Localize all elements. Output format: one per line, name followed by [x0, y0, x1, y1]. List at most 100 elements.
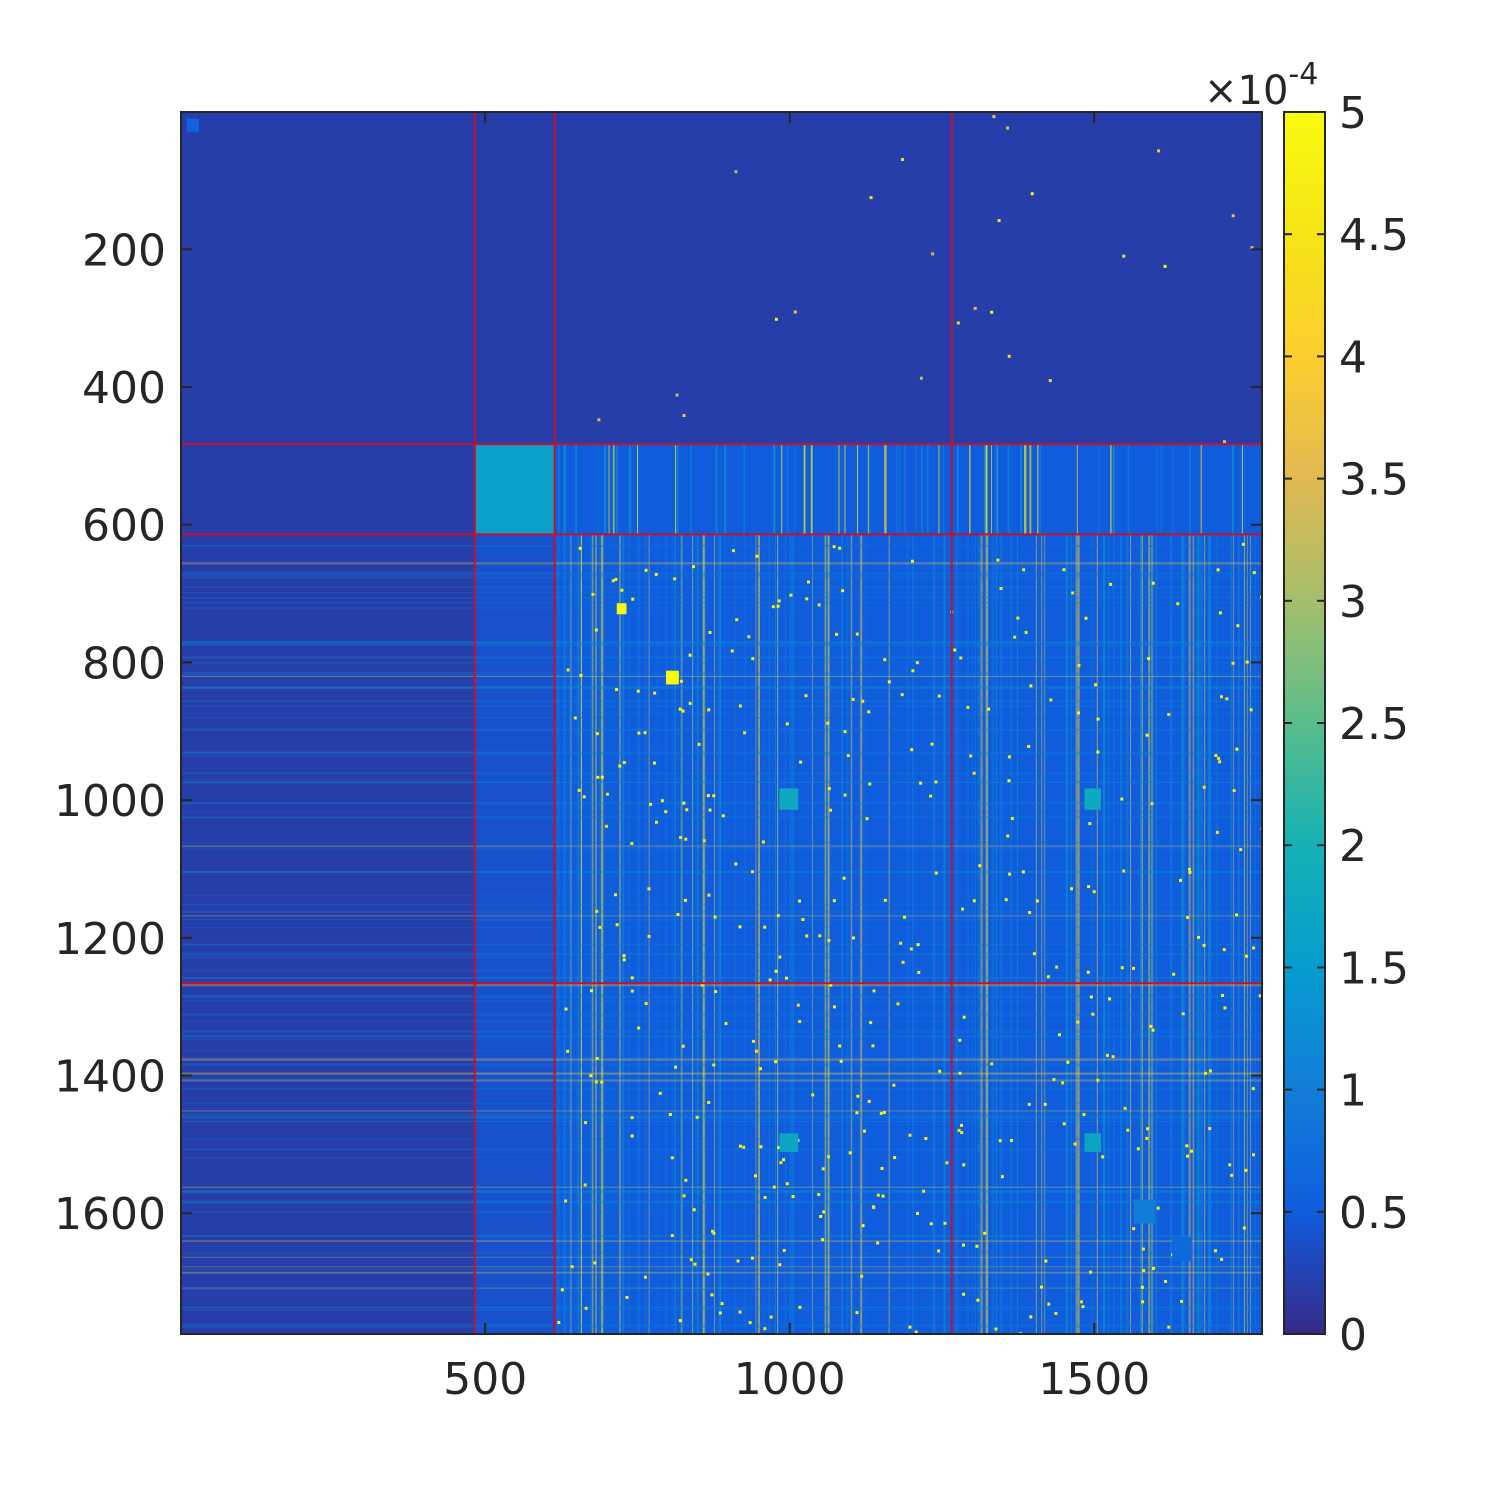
heatmap-dot — [1215, 830, 1219, 834]
heatmap-dot — [1027, 1102, 1031, 1106]
heatmap-dot — [1185, 1154, 1189, 1158]
heatmap-stripe-col — [1208, 534, 1210, 1334]
heatmap-dot — [708, 808, 712, 812]
heatmap-stripe-row — [181, 1252, 1262, 1254]
heatmap-dot — [972, 771, 976, 775]
heatmap-dot — [1096, 750, 1100, 754]
heatmap-dot — [734, 862, 738, 866]
heatmap-dot — [848, 1151, 852, 1155]
heatmap-stripe-row — [181, 1077, 1262, 1080]
heatmap-dot — [761, 840, 765, 844]
heatmap-dot — [706, 1272, 710, 1276]
heatmap-dot — [832, 899, 836, 903]
heatmap-stripe-col — [610, 534, 612, 1334]
colorbar-multiplier: ×10-4 — [1204, 57, 1318, 114]
heatmap-dot — [1202, 785, 1206, 789]
heatmap-dot — [1027, 744, 1031, 748]
heatmap-stripe-row — [181, 944, 1262, 946]
heatmap-stripe-col — [757, 534, 761, 1334]
heatmap-stripe-band — [628, 444, 632, 535]
heatmap-dot — [707, 1100, 711, 1104]
heatmap-dot — [613, 893, 617, 897]
heatmap-stripe-col — [714, 534, 716, 1334]
colorbar-tick-label: 1 — [1339, 1066, 1367, 1117]
heatmap-stripe-col — [1035, 534, 1037, 1334]
heatmap-dot — [900, 158, 904, 162]
heatmap-stripe-col — [1139, 534, 1142, 1334]
heatmap-stripe-row — [181, 596, 1262, 599]
heatmap-stripe-band — [1029, 444, 1032, 535]
heatmap-stripe-row — [181, 640, 1262, 644]
heatmap-dot — [1058, 1033, 1062, 1037]
heatmap-dot — [712, 1063, 716, 1067]
heatmap-stripe-row — [181, 1287, 1262, 1289]
heatmap-dot — [1145, 1136, 1149, 1140]
heatmap-stripe-row — [181, 586, 1262, 588]
heatmap-dot — [754, 1049, 758, 1053]
heatmap-stripe-col — [1243, 534, 1245, 1334]
heatmap-dot — [1244, 1168, 1248, 1172]
heatmap-dot — [851, 697, 855, 701]
heatmap-stripe-row — [181, 1050, 1262, 1052]
heatmap-dot — [748, 1321, 752, 1325]
heatmap-dot — [919, 781, 923, 785]
heatmap-dot — [685, 808, 689, 812]
heatmap-dot — [793, 310, 797, 314]
heatmap-dot — [777, 599, 781, 603]
heatmap-dot — [908, 1325, 912, 1329]
heatmap-dot — [721, 814, 725, 818]
x-tick-label: 500 — [443, 1354, 527, 1405]
heatmap-dot — [1120, 797, 1124, 801]
heatmap-stripe-band — [1173, 444, 1175, 535]
colorbar-tick-label: 2.5 — [1339, 699, 1409, 750]
heatmap-dot — [637, 731, 641, 735]
heatmap-stripe-col — [1041, 534, 1043, 1334]
heatmap-dot — [883, 658, 887, 662]
heatmap-stripe-row — [181, 1323, 1262, 1325]
heatmap-dot — [1123, 1106, 1127, 1110]
heatmap-dot — [1071, 591, 1075, 595]
heatmap-stripe-band — [1076, 444, 1078, 535]
heatmap-dot — [670, 1156, 674, 1160]
heatmap-stripe-band — [985, 444, 987, 535]
heatmap-dot — [1004, 898, 1008, 902]
heatmap-dot — [1022, 568, 1026, 572]
heatmap-dot — [930, 742, 934, 746]
heatmap-dot — [797, 899, 801, 903]
heatmap-dot — [734, 170, 738, 174]
heatmap-dot — [622, 954, 626, 958]
heatmap-dot — [843, 730, 847, 734]
heatmap-dot — [996, 558, 1000, 562]
heatmap-stripe-col — [850, 534, 853, 1334]
heatmap-stripe-col — [628, 534, 631, 1334]
heatmap-dot — [908, 1133, 912, 1137]
heatmap-dot — [1080, 1300, 1084, 1304]
heatmap-stripe-col — [932, 534, 934, 1334]
heatmap-dot — [1151, 1266, 1155, 1270]
heatmap-stripe-row — [181, 1190, 1262, 1192]
heatmap-dot — [614, 577, 618, 581]
heatmap-dot — [1156, 1206, 1160, 1210]
heatmap-dot — [1250, 246, 1254, 250]
heatmap-stripe-row — [181, 1057, 1262, 1059]
heatmap-dot — [643, 1275, 647, 1279]
heatmap-dot — [1202, 943, 1206, 947]
heatmap-dot — [1021, 870, 1025, 874]
heatmap-dot — [1086, 970, 1090, 974]
heatmap-dot — [1151, 581, 1155, 585]
heatmap-dot — [892, 1083, 896, 1087]
heatmap-stripe-row — [181, 1271, 1262, 1274]
heatmap-dot — [1167, 1325, 1171, 1329]
heatmap-dot — [755, 554, 759, 558]
heatmap-dot — [1176, 602, 1180, 606]
heatmap-stripe-col — [1104, 534, 1106, 1334]
heatmap-dot — [594, 628, 598, 632]
heatmap-stripe-band — [675, 444, 677, 535]
heatmap-dot — [738, 925, 742, 929]
heatmap-dot — [915, 1212, 919, 1216]
heatmap-stripe-col — [1074, 534, 1076, 1334]
heatmap-dot — [865, 817, 869, 821]
heatmap-stripe-col — [967, 534, 970, 1334]
heatmap-stripe-row — [181, 1079, 1262, 1082]
heatmap-dot — [1204, 1071, 1208, 1075]
